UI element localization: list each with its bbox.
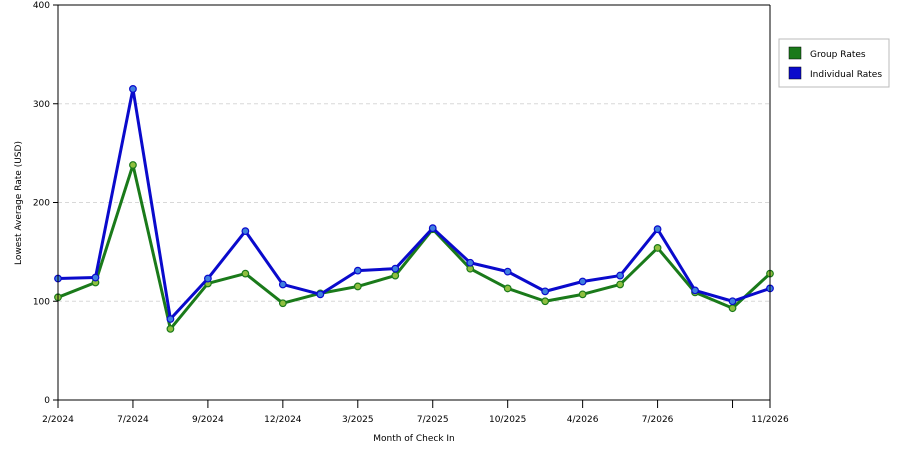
- point-group-rates-15[interactable]: [616, 280, 625, 289]
- point-individual-rates-9[interactable]: [391, 264, 400, 273]
- point-individual-rates-6[interactable]: [278, 280, 287, 289]
- legend-label-group-rates: Group Rates: [810, 50, 866, 60]
- y-tick-label-200: 200: [33, 199, 50, 209]
- point-individual-rates-2[interactable]: [129, 85, 137, 93]
- grid-lines: [58, 103, 770, 302]
- point-group-rates-18[interactable]: [728, 304, 737, 313]
- series-line-group-rates: [57, 163, 772, 331]
- point-group-rates-16[interactable]: [653, 244, 662, 252]
- point-individual-rates-5[interactable]: [241, 227, 250, 236]
- x-tick-label-12-2024: 12/2024: [264, 415, 302, 425]
- legend-label-individual-rates: Individual Rates: [810, 70, 882, 80]
- point-individual-rates-13[interactable]: [541, 287, 550, 296]
- point-individual-rates-4[interactable]: [203, 274, 212, 283]
- x-tick-label-7-2025: 7/2025: [417, 415, 449, 425]
- y-tick-label-400: 400: [33, 1, 50, 11]
- point-group-rates-6[interactable]: [278, 299, 287, 308]
- x-axis-title: Month of Check In: [373, 434, 455, 444]
- point-individual-rates-14[interactable]: [578, 277, 587, 286]
- series-layer: [54, 85, 774, 333]
- y-axis-ticks: 0 100 200 300 400: [33, 1, 58, 406]
- point-group-rates-5[interactable]: [241, 269, 250, 278]
- point-group-rates-12[interactable]: [503, 284, 512, 293]
- x-tick-label-9-2024: 9/2024: [192, 415, 224, 425]
- legend: Group Rates Individual Rates: [778, 38, 890, 88]
- point-individual-rates-1[interactable]: [91, 273, 100, 282]
- x-tick-label-3-2025: 3/2025: [342, 415, 374, 425]
- y-tick-label-100: 100: [33, 297, 50, 307]
- point-individual-rates-17[interactable]: [691, 286, 699, 295]
- legend-swatch-individual-rates: [788, 66, 802, 80]
- point-individual-rates-10[interactable]: [428, 224, 437, 233]
- point-group-rates-14[interactable]: [578, 290, 587, 299]
- y-axis-title: Lowest Average Rate (USD): [14, 141, 24, 265]
- y-tick-label-0: 0: [44, 396, 50, 406]
- point-individual-rates-3[interactable]: [166, 315, 175, 323]
- y-tick-label-300: 300: [33, 100, 50, 110]
- x-tick-label-7-2026: 7/2026: [642, 415, 674, 425]
- x-axis-ticks: 2/2024 7/2024 9/2024 12/2024 3/2025 7/2025 10/…: [42, 400, 789, 425]
- point-individual-rates-8[interactable]: [353, 266, 362, 275]
- x-tick-label-2-2024: 2/2024: [42, 415, 74, 425]
- x-tick-label-7-2024: 7/2024: [117, 415, 149, 425]
- axes: [57, 4, 771, 401]
- point-group-rates-8[interactable]: [353, 282, 362, 291]
- point-group-rates-9[interactable]: [391, 271, 400, 280]
- point-individual-rates-7[interactable]: [316, 290, 325, 299]
- point-individual-rates-11[interactable]: [466, 258, 475, 267]
- point-group-rates-2[interactable]: [129, 161, 137, 169]
- point-individual-rates-12[interactable]: [503, 267, 512, 276]
- x-tick-label-4-2026: 4/2026: [567, 415, 599, 425]
- point-group-rates-3[interactable]: [166, 325, 175, 333]
- legend-swatch-group-rates: [788, 46, 802, 60]
- point-individual-rates-15[interactable]: [616, 271, 625, 280]
- x-tick-label-10-2025: 10/2025: [489, 415, 526, 425]
- point-group-rates-13[interactable]: [541, 297, 550, 306]
- point-individual-rates-16[interactable]: [653, 225, 662, 234]
- series-individual-rates: [54, 85, 774, 323]
- x-tick-label-11-2026: 11/2026: [751, 415, 789, 425]
- series-line-individual-rates: [57, 87, 771, 321]
- point-individual-rates-18[interactable]: [728, 297, 737, 306]
